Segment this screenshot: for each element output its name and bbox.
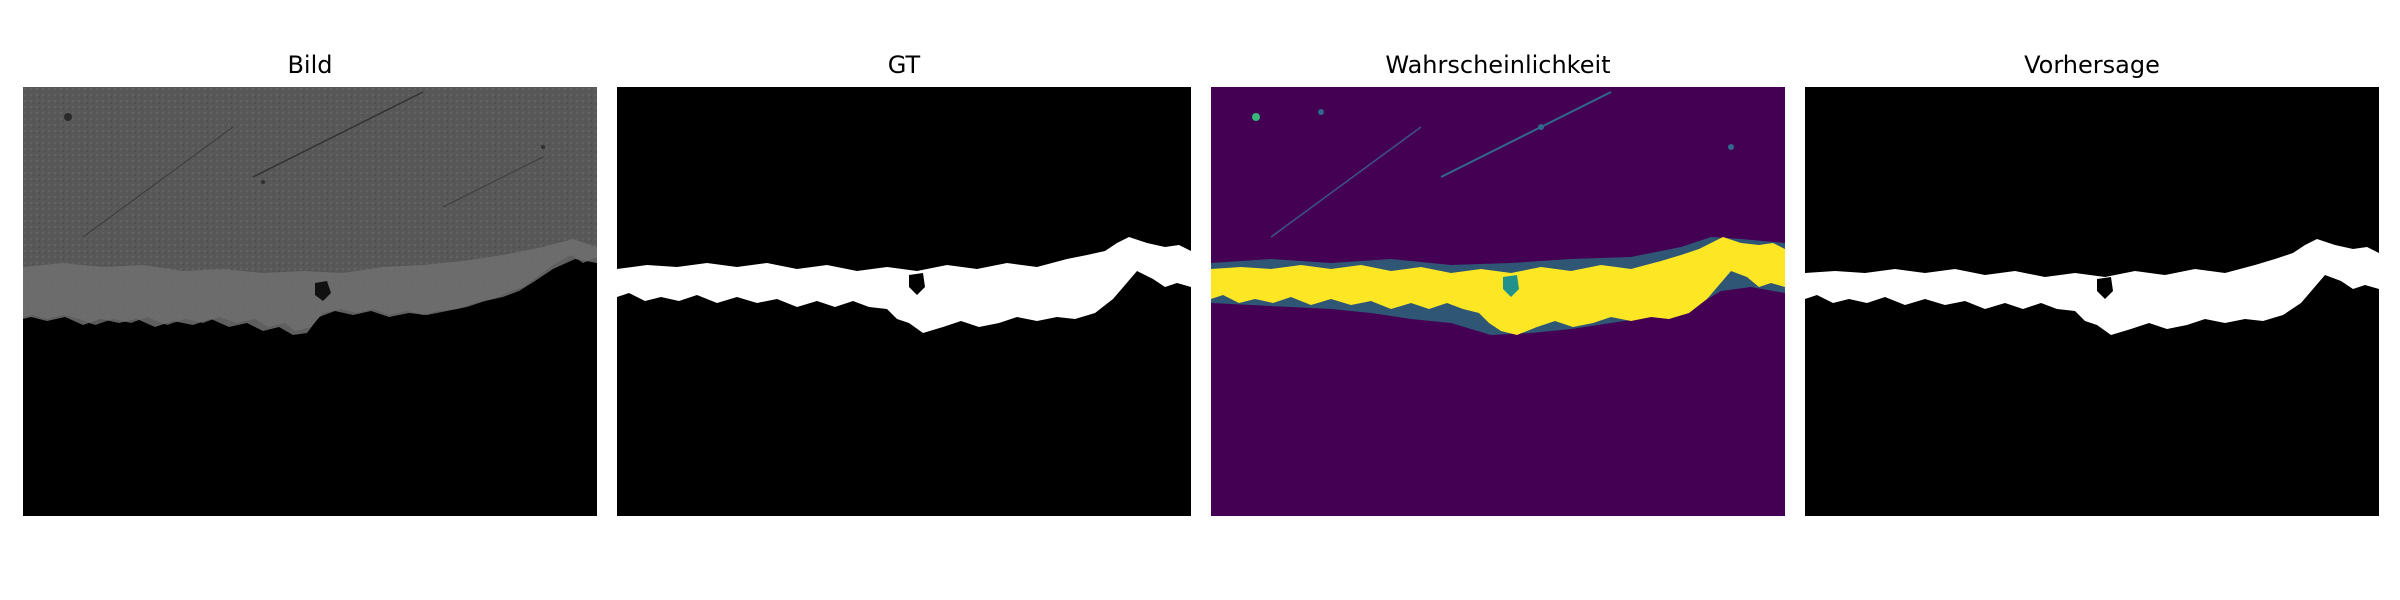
- bild-speck: [261, 180, 265, 184]
- prediction-mask-hole: [2097, 277, 2113, 299]
- bild-pore: [315, 281, 331, 301]
- probability-map: [1211, 87, 1785, 516]
- probability-speck: [1538, 124, 1544, 130]
- prediction-mask: [1805, 87, 2379, 516]
- probability-scratch: [1270, 126, 1422, 238]
- probability-speck: [1252, 113, 1260, 121]
- bild-image: [23, 87, 597, 516]
- prediction-mask-region: [1805, 239, 2379, 335]
- bild-corrosion-band: [23, 239, 597, 335]
- panel-title-wahrscheinlichkeit: Wahrscheinlichkeit: [1385, 51, 1611, 79]
- bild-scratch: [442, 156, 544, 208]
- panel-title-gt: GT: [887, 51, 921, 79]
- gt-mask: [617, 87, 1191, 516]
- probability-speck: [1728, 144, 1734, 150]
- bild-scratch: [82, 126, 234, 238]
- gt-mask-hole: [909, 273, 925, 295]
- probability-scratch: [1440, 91, 1612, 178]
- bild-speck: [541, 145, 545, 149]
- panel-title-vorhersage: Vorhersage: [2024, 51, 2160, 79]
- bild-speck: [64, 113, 72, 121]
- gt-mask-region: [617, 237, 1191, 333]
- panel-title-bild: Bild: [287, 51, 333, 79]
- probability-hole: [1503, 275, 1519, 297]
- bild-scratch: [252, 91, 424, 178]
- probability-high-region: [1211, 237, 1785, 335]
- probability-speck: [1318, 109, 1324, 115]
